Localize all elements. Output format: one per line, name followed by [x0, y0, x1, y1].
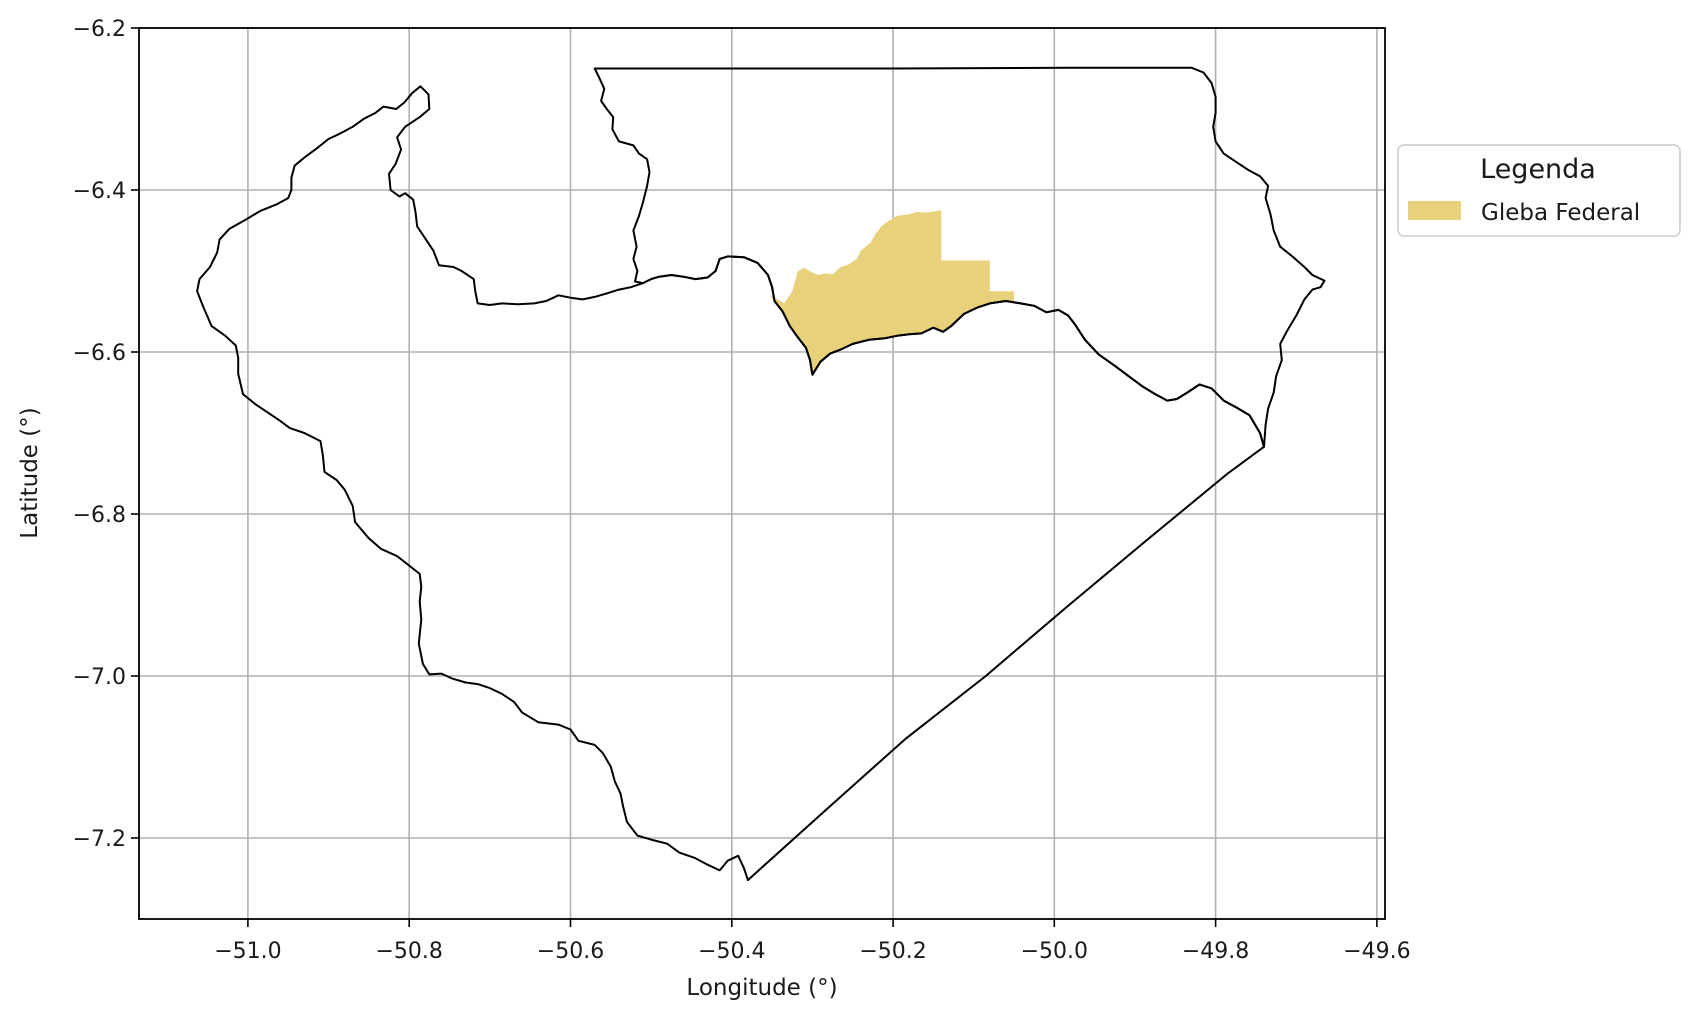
legend: Legenda Gleba Federal — [1397, 144, 1681, 237]
y-tick-label: −6.8 — [73, 503, 126, 528]
x-tick-label: −50.2 — [859, 939, 926, 964]
x-axis: −51.0 −50.8 −50.6 −50.4 −50.2 −50.0 −49.8 −49.6 — [214, 919, 1411, 964]
northern-municipality-boundary — [593, 66, 1326, 448]
legend-title: Legenda — [1480, 154, 1596, 185]
y-tick-label: −7.2 — [73, 827, 126, 852]
x-tick-label: −50.6 — [537, 939, 604, 964]
x-tick-label: −50.4 — [698, 939, 765, 964]
x-tick-label: −50.8 — [375, 939, 442, 964]
legend-swatch-gleba-federal — [1408, 201, 1461, 220]
x-tick-label: −49.8 — [1182, 939, 1249, 964]
x-tick-label: −50.0 — [1021, 939, 1088, 964]
plot-frame — [138, 27, 1386, 920]
x-tick-label: −49.6 — [1343, 939, 1410, 964]
y-tick-label: −6.4 — [73, 179, 126, 204]
x-tick-label: −51.0 — [214, 939, 281, 964]
y-tick-label: −6.6 — [73, 341, 126, 366]
y-tick-label: −7.0 — [73, 665, 126, 690]
y-axis-label: Latitude (°) — [17, 407, 43, 538]
legend-box — [1397, 144, 1681, 237]
y-tick-label: −6.2 — [73, 17, 126, 42]
y-axis: −6.2 −6.4 −6.6 −6.8 −7.0 −7.2 — [73, 17, 139, 852]
map-features — [196, 66, 1326, 882]
gleba-federal-area — [769, 210, 1014, 375]
legend-label-gleba-federal: Gleba Federal — [1481, 200, 1640, 226]
x-axis-label: Longitude (°) — [686, 975, 837, 1001]
